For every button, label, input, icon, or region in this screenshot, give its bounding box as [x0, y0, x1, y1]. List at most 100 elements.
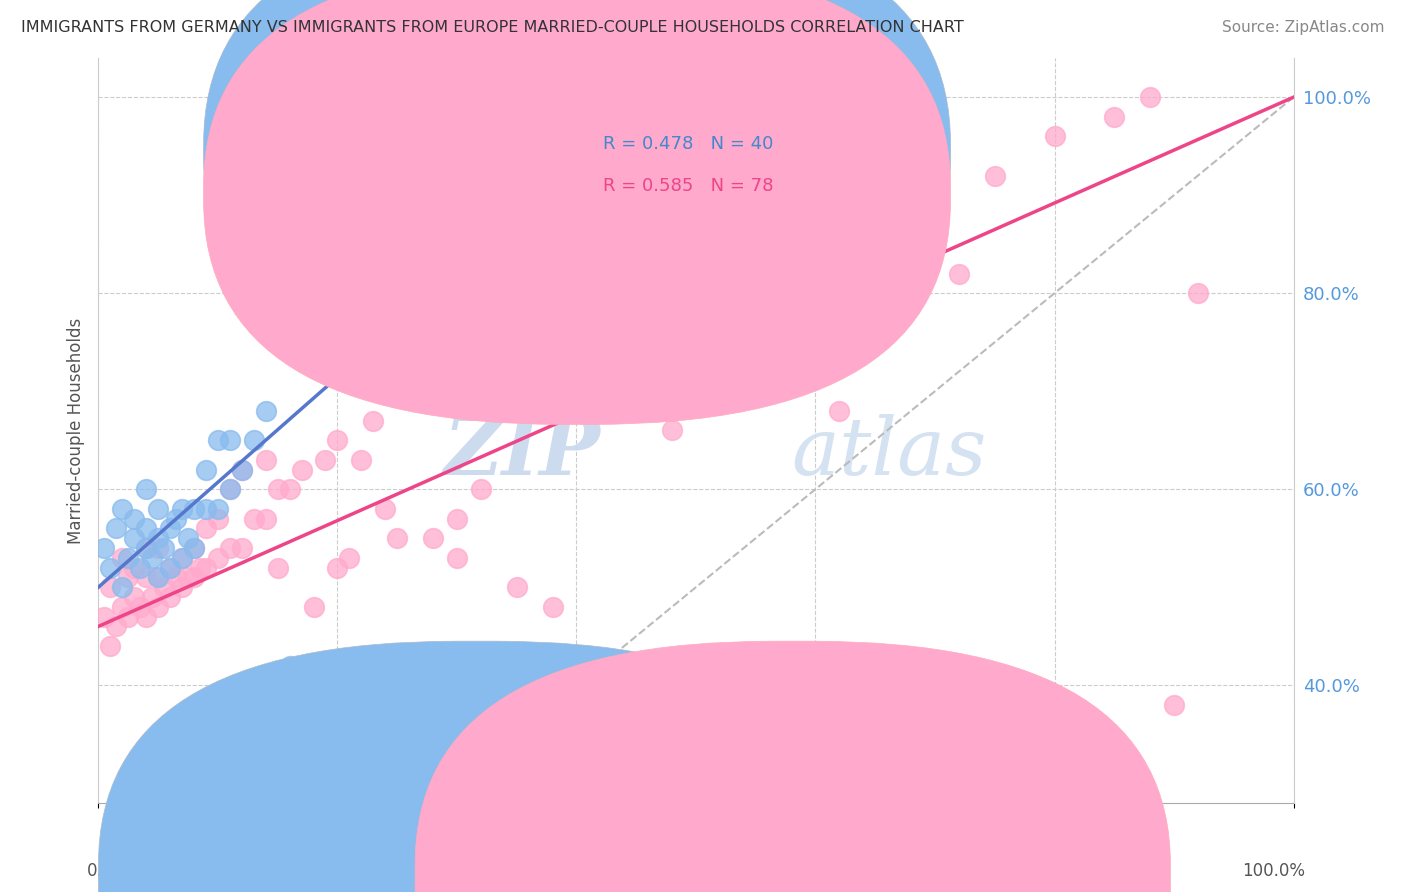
Point	[446, 550, 468, 565]
Point	[1104, 110, 1126, 124]
Point	[745, 306, 768, 320]
Point	[243, 433, 266, 447]
Point	[446, 511, 468, 525]
Point	[153, 541, 176, 555]
Point	[98, 560, 122, 574]
Point	[278, 482, 301, 496]
Text: R = 0.585   N = 78: R = 0.585 N = 78	[603, 178, 773, 195]
Point	[159, 521, 181, 535]
Point	[159, 560, 181, 574]
Point	[804, 286, 827, 301]
Point	[93, 541, 115, 555]
Point	[111, 550, 134, 565]
Point	[117, 609, 139, 624]
Text: 0.0%: 0.0%	[87, 863, 128, 880]
Text: Source: ZipAtlas.com: Source: ZipAtlas.com	[1222, 20, 1385, 35]
Point	[326, 560, 349, 574]
Point	[243, 511, 266, 525]
Text: 100.0%: 100.0%	[1243, 863, 1306, 880]
Point	[188, 560, 211, 574]
Point	[148, 570, 170, 584]
Point	[984, 169, 1007, 183]
Point	[541, 599, 564, 614]
Point	[661, 404, 683, 418]
Point	[1163, 698, 1185, 712]
Point	[159, 560, 181, 574]
Point	[177, 531, 200, 545]
Y-axis label: Married-couple Households: Married-couple Households	[67, 318, 86, 543]
Point	[141, 590, 163, 604]
Point	[172, 501, 194, 516]
Point	[124, 560, 146, 574]
Point	[129, 560, 152, 574]
Point	[129, 599, 152, 614]
Point	[385, 531, 409, 545]
Point	[302, 698, 325, 712]
Point	[267, 482, 290, 496]
Point	[661, 423, 683, 437]
Point	[135, 482, 157, 496]
Point	[254, 452, 277, 467]
Point	[183, 570, 205, 584]
Text: R = 0.478   N = 40: R = 0.478 N = 40	[603, 135, 773, 153]
Point	[195, 521, 218, 535]
FancyBboxPatch shape	[98, 641, 853, 892]
Point	[183, 501, 205, 516]
Point	[195, 560, 218, 574]
Point	[363, 414, 385, 428]
Point	[326, 433, 349, 447]
Point	[267, 560, 290, 574]
Point	[172, 550, 194, 565]
Point	[165, 570, 187, 584]
Point	[1187, 286, 1209, 301]
FancyBboxPatch shape	[529, 103, 911, 222]
Point	[506, 698, 529, 712]
Text: IMMIGRANTS FROM GERMANY VS IMMIGRANTS FROM EUROPE MARRIED-COUPLE HOUSEHOLDS CORR: IMMIGRANTS FROM GERMANY VS IMMIGRANTS FR…	[21, 20, 965, 35]
Point	[685, 384, 707, 399]
Point	[565, 658, 588, 673]
FancyBboxPatch shape	[415, 641, 1170, 892]
Point	[207, 433, 229, 447]
Point	[117, 550, 139, 565]
Point	[1139, 90, 1161, 104]
Point	[422, 531, 444, 545]
Point	[231, 462, 253, 476]
Point	[148, 501, 170, 516]
Point	[780, 355, 803, 369]
Point	[865, 237, 887, 252]
Point	[302, 599, 325, 614]
Point	[470, 482, 492, 496]
Point	[117, 570, 139, 584]
Point	[207, 501, 229, 516]
Point	[254, 404, 277, 418]
Text: ZIP: ZIP	[443, 414, 600, 491]
Point	[278, 658, 301, 673]
Point	[1043, 129, 1066, 144]
Point	[924, 208, 946, 222]
Point	[315, 452, 337, 467]
Point	[207, 550, 229, 565]
Point	[231, 541, 253, 555]
Point	[828, 404, 851, 418]
Point	[948, 267, 970, 281]
Text: atlas: atlas	[792, 414, 987, 491]
Point	[177, 570, 200, 584]
Point	[111, 580, 134, 594]
Point	[98, 639, 122, 653]
Point	[124, 590, 146, 604]
Point	[350, 335, 373, 350]
Point	[506, 580, 529, 594]
Point	[148, 570, 170, 584]
Point	[135, 609, 157, 624]
Point	[135, 570, 157, 584]
Point	[141, 550, 163, 565]
Point	[326, 658, 349, 673]
Point	[254, 511, 277, 525]
Point	[172, 580, 194, 594]
Point	[219, 482, 242, 496]
Point	[267, 678, 290, 692]
Point	[105, 619, 128, 633]
FancyBboxPatch shape	[204, 0, 950, 425]
Point	[148, 599, 170, 614]
Point	[398, 384, 420, 399]
